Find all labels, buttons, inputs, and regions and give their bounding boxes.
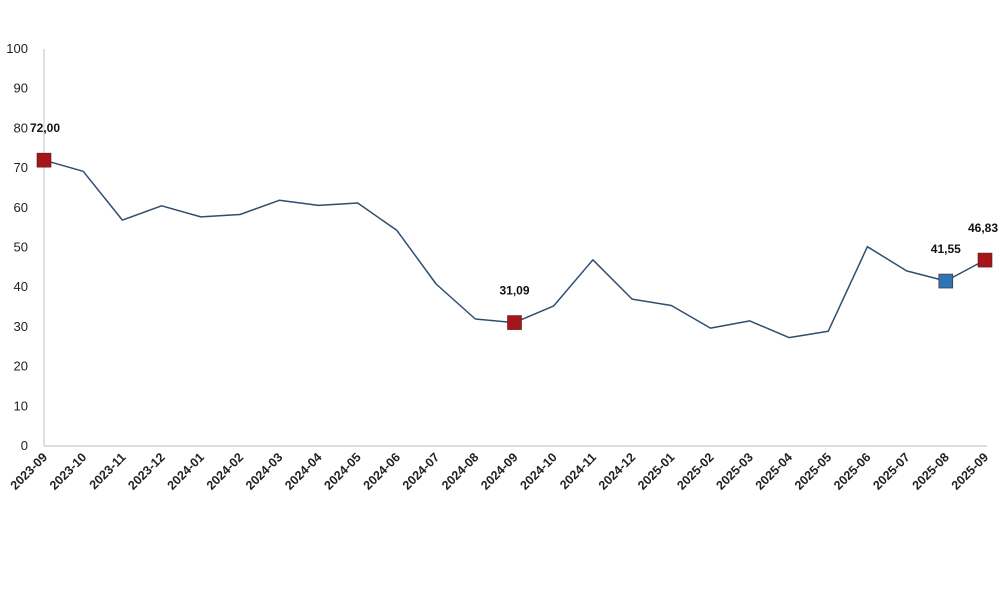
x-tick-label: 2024-11 bbox=[557, 450, 599, 492]
highlight-marker bbox=[977, 252, 993, 268]
x-tick-label: 2025-09 bbox=[949, 450, 991, 492]
y-tick-label: 100 bbox=[6, 41, 28, 56]
highlight-marker bbox=[507, 315, 522, 330]
y-tick-label: 40 bbox=[14, 279, 28, 294]
x-tick-label: 2023-11 bbox=[87, 450, 129, 492]
x-tick-label: 2023-09 bbox=[8, 450, 50, 492]
x-tick-label: 2025-06 bbox=[831, 450, 873, 492]
x-tick-label: 2025-03 bbox=[714, 450, 756, 492]
x-tick-label: 2024-06 bbox=[361, 450, 403, 492]
x-tick-label: 2024-07 bbox=[400, 450, 442, 492]
x-tick-label: 2024-04 bbox=[282, 450, 324, 492]
x-tick-label: 2023-10 bbox=[47, 450, 89, 492]
y-tick-label: 80 bbox=[14, 120, 28, 135]
data-label: 72,00 bbox=[30, 121, 60, 135]
x-tick-label: 2025-08 bbox=[910, 450, 952, 492]
y-tick-label: 0 bbox=[21, 438, 28, 453]
x-tick-label: 2024-03 bbox=[243, 450, 285, 492]
y-tick-label: 20 bbox=[14, 359, 28, 374]
data-label: 41,55 bbox=[931, 242, 961, 256]
x-tick-label: 2025-02 bbox=[674, 450, 716, 492]
y-tick-label: 70 bbox=[14, 160, 28, 175]
highlight-marker bbox=[938, 273, 954, 289]
x-tick-label: 2024-10 bbox=[517, 450, 559, 492]
y-tick-label: 60 bbox=[14, 200, 28, 215]
data-label: 31,09 bbox=[499, 284, 529, 298]
x-tick-label: 2025-04 bbox=[753, 450, 795, 492]
x-tick-label: 2024-02 bbox=[204, 450, 246, 492]
y-tick-label: 50 bbox=[14, 240, 28, 255]
x-tick-label: 2025-05 bbox=[792, 450, 834, 492]
x-tick-label: 2024-01 bbox=[165, 450, 207, 492]
x-tick-label: 2024-09 bbox=[478, 450, 520, 492]
y-tick-label: 90 bbox=[14, 81, 28, 96]
x-tick-label: 2024-05 bbox=[321, 450, 363, 492]
x-tick-label: 2025-07 bbox=[870, 450, 912, 492]
y-tick-label: 30 bbox=[14, 319, 28, 334]
x-tick-label: 2023-12 bbox=[125, 450, 167, 492]
y-tick-label: 10 bbox=[14, 398, 28, 413]
x-tick-label: 2024-12 bbox=[596, 450, 638, 492]
series-line bbox=[43, 159, 986, 339]
highlight-marker bbox=[36, 152, 52, 168]
data-label: 46,83 bbox=[968, 221, 998, 235]
x-tick-label: 2025-01 bbox=[635, 450, 677, 492]
x-tick-label: 2024-08 bbox=[439, 450, 481, 492]
